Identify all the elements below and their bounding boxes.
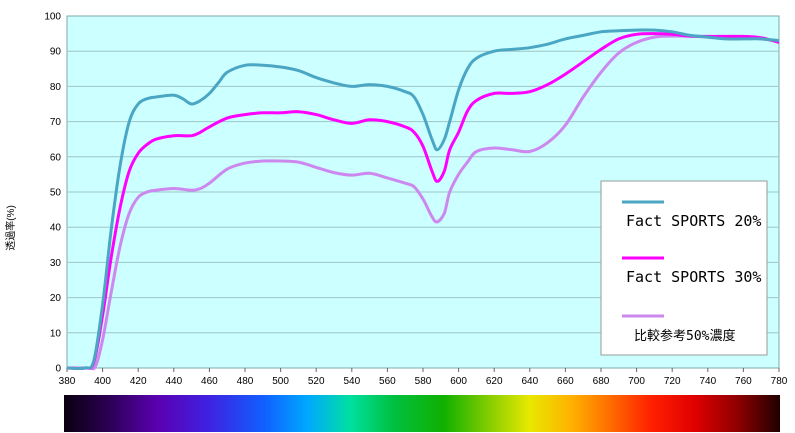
legend-label-fact-sports-20: Fact SPORTS 20% — [626, 212, 761, 230]
series-line-fact-sports-30 — [66, 32, 780, 370]
y-tick-label: 90 — [50, 47, 62, 58]
y-tick-label: 20 — [50, 293, 62, 304]
y-tick-label: 30 — [50, 258, 62, 269]
y-tick-label: 80 — [50, 82, 62, 93]
x-tick-label: 720 — [664, 376, 681, 387]
legend-label-fact-sports-30: Fact SPORTS 30% — [626, 268, 761, 286]
x-tick-label: 600 — [450, 376, 467, 387]
y-tick-label: 50 — [50, 188, 62, 199]
x-tick-label: 400 — [94, 376, 111, 387]
y-tick-label: 0 — [55, 364, 61, 375]
x-tick-label: 680 — [593, 376, 610, 387]
x-tick-label: 560 — [379, 376, 396, 387]
legend-box — [600, 180, 768, 356]
x-tick-label: 760 — [735, 376, 752, 387]
y-tick-label: 40 — [50, 223, 62, 234]
y-tick-label: 70 — [50, 117, 62, 128]
y-tick-label: 60 — [50, 152, 62, 163]
x-tick-label: 380 — [59, 376, 76, 387]
series-lines — [66, 28, 780, 371]
x-tick-label: 540 — [343, 376, 360, 387]
legend: Fact SPORTS 20% Fact SPORTS 30% 比較参考50%濃… — [600, 180, 768, 356]
x-tick-label: 520 — [308, 376, 325, 387]
y-tick-label: 100 — [44, 12, 61, 23]
x-tick-label: 660 — [557, 376, 574, 387]
series-line-fact-sports-20 — [66, 28, 780, 371]
x-tick-label: 480 — [237, 376, 254, 387]
x-tick-label: 500 — [272, 376, 289, 387]
legend-label-reference-50: 比較参考50%濃度 — [634, 328, 735, 344]
x-tick-label: 460 — [201, 376, 218, 387]
x-tick-label: 580 — [415, 376, 432, 387]
x-tick-label: 440 — [165, 376, 182, 387]
y-tick-label: 10 — [50, 328, 62, 339]
x-tick-label: 620 — [486, 376, 503, 387]
x-axis-ticks: 380 400 420 440 460 480 500 520 540 560 580 600 620 6… — [59, 368, 788, 387]
series-line-reference-50 — [66, 34, 780, 371]
x-tick-label: 780 — [771, 376, 788, 387]
x-tick-label: 420 — [130, 376, 147, 387]
y-axis-ticks: 0 10 20 30 40 50 60 70 80 90 100 — [44, 12, 61, 375]
x-tick-label: 700 — [628, 376, 645, 387]
visible-spectrum-bar — [64, 395, 780, 432]
y-axis-label: 透過率(%) — [4, 205, 17, 251]
x-tick-label: 640 — [521, 376, 538, 387]
x-tick-label: 740 — [699, 376, 716, 387]
